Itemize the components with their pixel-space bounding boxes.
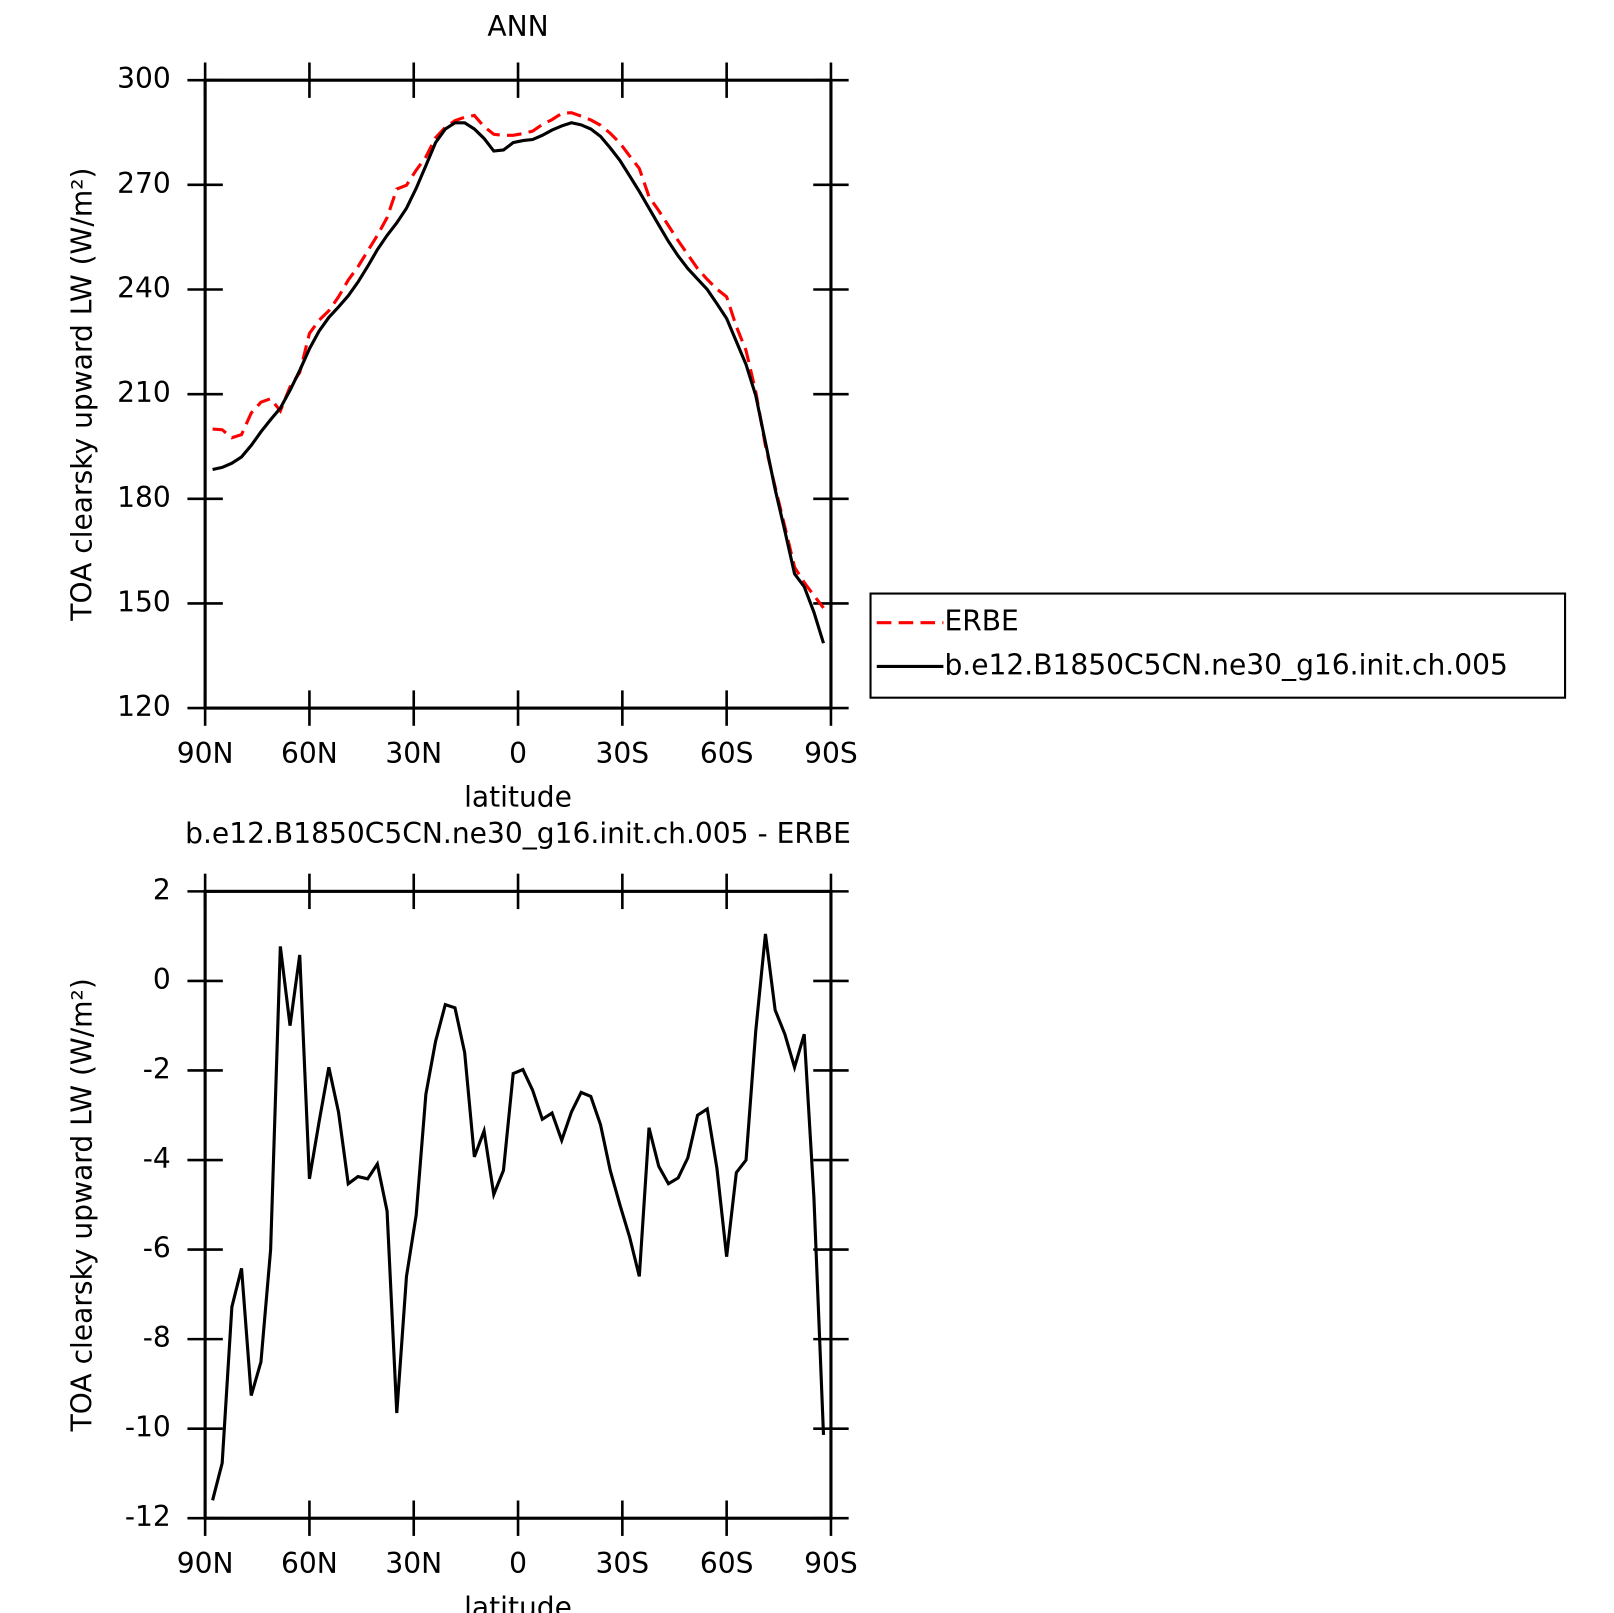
plot-frame (203, 78, 833, 710)
data-line (211, 933, 826, 1501)
x-tick-label: 30S (596, 1547, 650, 1580)
x-tick-label: 60N (281, 737, 338, 770)
y-tick-label: -8 (143, 1321, 171, 1354)
x-tick-label: 30S (596, 737, 650, 770)
x-tick-label: 90S (804, 737, 858, 770)
y-tick-label: -10 (125, 1411, 171, 1444)
x-axis-label: latitude (464, 781, 572, 814)
x-tick-label: 60N (281, 1547, 338, 1580)
y-axis-label: TOA clearsky upward LW (W/m²) (65, 168, 98, 622)
y-axis-label: TOA clearsky upward LW (W/m²) (65, 978, 98, 1432)
data-line (212, 111, 825, 609)
y-tick-label: 0 (153, 963, 171, 996)
x-tick-label: 90N (177, 1547, 234, 1580)
y-tick-label: 210 (117, 376, 171, 409)
x-tick-label: 90S (804, 1547, 858, 1580)
y-tick-label: 120 (117, 690, 171, 723)
chart-title: ANN (487, 10, 548, 43)
legend-label: b.e12.B1850C5CN.ne30_g16.init.ch.005 (944, 648, 1507, 681)
y-tick-label: 300 (117, 62, 171, 95)
x-tick-label: 90N (177, 737, 234, 770)
x-tick-label: 0 (509, 737, 527, 770)
data-line (212, 121, 825, 644)
plot-frame (203, 889, 833, 1520)
y-tick-label: 2 (153, 873, 171, 906)
x-tick-label: 60S (700, 1547, 754, 1580)
y-tick-label: 270 (117, 167, 171, 200)
y-tick-label: -2 (143, 1052, 171, 1085)
y-tick-label: -6 (143, 1232, 171, 1265)
y-tick-label: -12 (125, 1500, 171, 1533)
y-tick-label: 240 (117, 271, 171, 304)
y-tick-label: 180 (117, 481, 171, 514)
x-tick-label: 30N (385, 737, 442, 770)
x-tick-label: 0 (509, 1547, 527, 1580)
legend-box (869, 592, 1567, 699)
x-tick-label: 30N (385, 1547, 442, 1580)
y-tick-label: -4 (143, 1142, 171, 1175)
chart-title: b.e12.B1850C5CN.ne30_g16.init.ch.005 - E… (185, 817, 851, 850)
x-axis-label: latitude (464, 1591, 572, 1613)
legend-label: ERBE (944, 605, 1018, 638)
y-tick-label: 150 (117, 585, 171, 618)
x-tick-label: 60S (700, 737, 754, 770)
